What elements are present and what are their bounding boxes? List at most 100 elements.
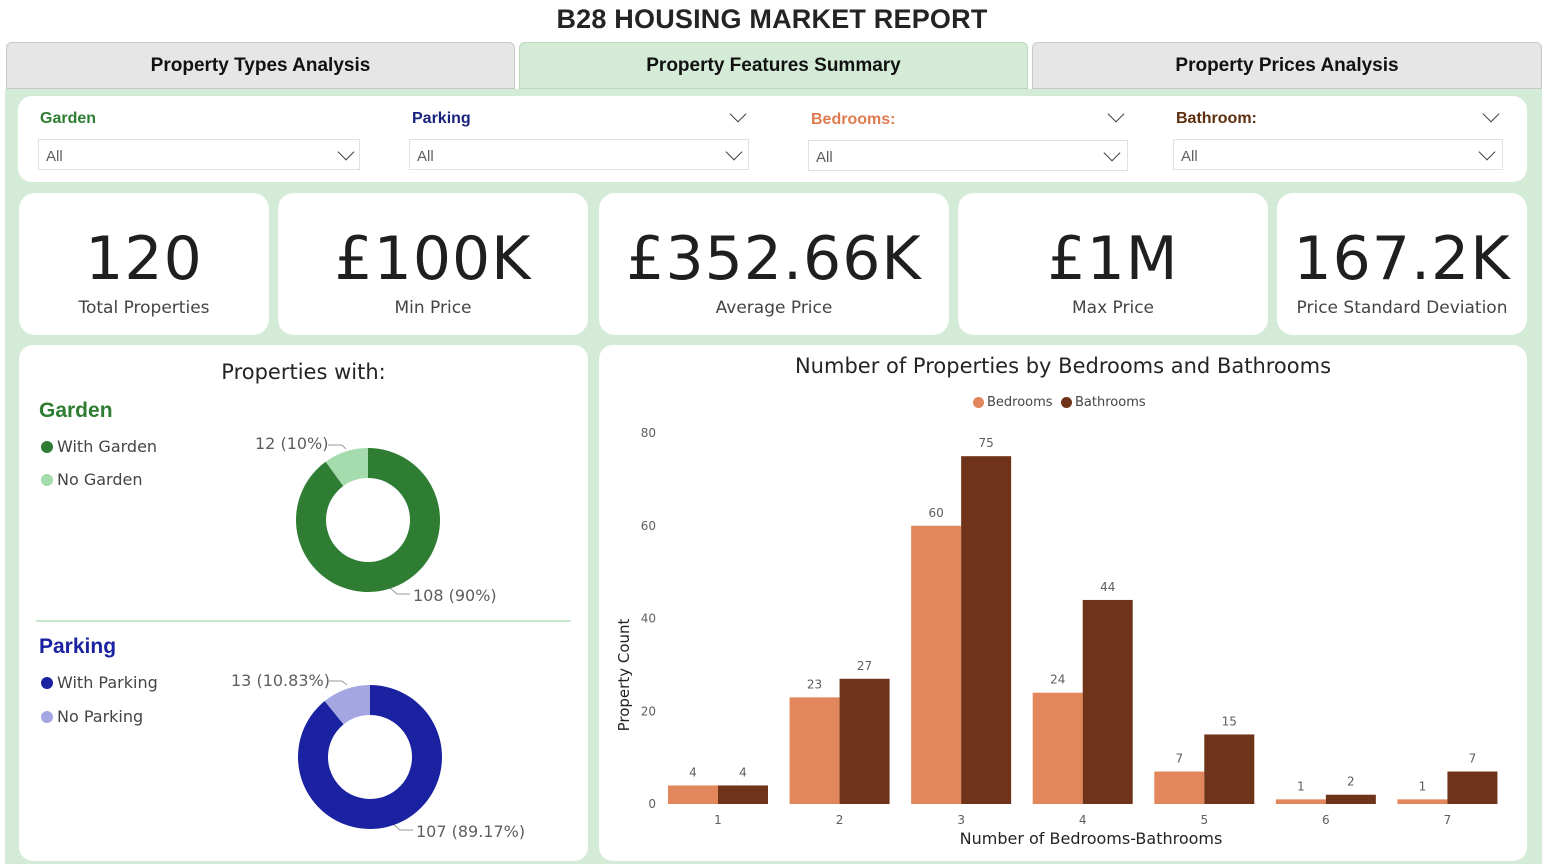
bar-bedrooms-3[interactable] [911,525,962,804]
garden-slicer-label: Garden [40,110,97,127]
chevron-down-icon [725,143,743,161]
data-label: 7 [1469,752,1477,766]
y-tick-label: 20 [641,704,656,718]
data-label: 1 [1297,779,1305,793]
legend-dot-icon [41,676,53,689]
parking-slicer-label: Parking [412,110,471,127]
bar-bathrooms-3[interactable] [961,456,1012,804]
donut-slice-with-garden[interactable] [295,448,440,592]
x-tick-label: 1 [714,813,722,827]
chevron-down-icon[interactable] [729,105,747,123]
kpi-value: £1M [1047,224,1179,294]
leader-line [388,586,410,595]
leader-line [391,822,413,831]
parking-slicer-dropdown[interactable]: All [409,139,749,170]
bedrooms-slicer-dropdown[interactable]: All [808,140,1128,171]
legend-dot-icon [41,440,53,453]
section-divider [36,620,571,622]
kpi-label: Min Price [394,298,472,318]
parking-small-label: 13 (10.83%) [231,671,330,690]
x-tick-label: 3 [957,813,965,827]
legend-bathrooms[interactable]: Bathrooms [1061,395,1146,410]
kpi-card-price-std-dev: 167.2K Price Standard Deviation [1277,193,1527,335]
garden-slicer-value: All [46,148,63,165]
tab-property-features-summary[interactable]: Property Features Summary [519,42,1028,89]
bar-bedrooms-2[interactable] [789,697,840,804]
bar-bedrooms-4[interactable] [1032,692,1083,804]
donut-slice-no-parking[interactable] [324,685,370,725]
report-title: B28 HOUSING MARKET REPORT [556,4,988,34]
legend-with-parking[interactable]: With Parking [41,673,158,692]
x-tick-label: 7 [1444,813,1452,827]
legend-label: Bedrooms [987,395,1053,410]
chevron-down-icon[interactable] [1107,105,1125,123]
parking-donut-chart [298,680,443,831]
data-label: 1 [1419,779,1427,793]
bathroom-slicer-value: All [1181,148,1198,165]
x-axis-title: Number of Bedrooms-Bathrooms [960,829,1223,848]
bar-chart: Property Count Number of Bedrooms-Bathro… [615,426,1498,848]
legend-bedrooms[interactable]: Bedrooms [973,395,1053,410]
parking-slicer-value: All [417,148,434,165]
bar-bathrooms-4[interactable] [1082,599,1133,804]
data-label: 4 [739,765,747,779]
kpi-card-max-price: £1M Max Price [958,193,1268,335]
bar-bedrooms-5[interactable] [1154,771,1205,804]
leader-line [328,444,347,450]
kpi-label: Total Properties [78,298,210,318]
x-tick-label: 5 [1200,813,1208,827]
data-label: 7 [1175,752,1183,766]
tab-property-prices-analysis[interactable]: Property Prices Analysis [1032,42,1542,89]
x-tick-label: 2 [836,813,844,827]
bar-bathrooms-1[interactable] [718,785,768,804]
legend-with-garden[interactable]: With Garden [41,437,157,456]
parking-heading: Parking [39,635,117,658]
y-tick-label: 80 [641,426,656,440]
slicer-panel: Garden All Parking All Bedrooms: All Bat… [18,96,1527,182]
data-label: 2 [1347,775,1355,789]
x-tick-label: 4 [1079,813,1087,827]
bar-bedrooms-6[interactable] [1275,799,1326,804]
y-tick-label: 60 [641,519,656,533]
garden-small-label: 12 (10%) [255,434,329,453]
data-label: 27 [857,659,872,673]
legend-no-garden[interactable]: No Garden [41,470,142,489]
legend-label: No Parking [57,707,144,726]
y-tick-label: 0 [648,797,656,811]
chart-title: Number of Properties by Bedrooms and Bat… [794,354,1332,378]
donut-slice-no-garden[interactable] [325,448,368,487]
donut-slice-with-parking[interactable] [298,685,443,829]
bar-bedrooms-7[interactable] [1397,799,1448,804]
bedrooms-slicer-label: Bedrooms: [811,111,896,128]
bar-bathrooms-7[interactable] [1447,771,1498,804]
tab-property-types-analysis[interactable]: Property Types Analysis [6,42,515,89]
kpi-card-total-properties: 120 Total Properties [19,193,269,335]
chevron-down-icon[interactable] [1482,105,1500,123]
kpi-label: Max Price [1071,298,1155,318]
garden-donut-chart [295,444,440,595]
chevron-down-icon [1103,144,1121,162]
kpi-label: Price Standard Deviation [1296,298,1508,318]
kpi-value: £352.66K [626,224,922,294]
x-tick-label: 6 [1322,813,1330,827]
bathroom-slicer-label: Bathroom: [1176,110,1257,127]
data-label: 60 [929,506,944,520]
bar-bathrooms-6[interactable] [1325,794,1376,804]
legend-label: With Garden [57,437,158,456]
bathroom-slicer-dropdown[interactable]: All [1173,139,1503,170]
bar-bathrooms-5[interactable] [1204,734,1255,804]
kpi-card-min-price: £100K Min Price [278,193,588,335]
garden-slicer-dropdown[interactable]: All [38,139,360,170]
bar-bathrooms-2[interactable] [839,678,890,804]
y-axis-title: Property Count [615,618,633,731]
legend-dot-icon [41,473,53,486]
bar-bedrooms-1[interactable] [668,785,718,804]
legend-no-parking[interactable]: No Parking [41,707,143,726]
parking-large-label: 107 (89.17%) [416,822,526,841]
legend-dot-icon [1061,397,1072,408]
data-label: 15 [1222,714,1237,728]
data-label: 75 [979,436,994,450]
chevron-down-icon [337,143,355,161]
legend-label: Bathrooms [1075,395,1146,410]
data-label: 44 [1100,580,1115,594]
